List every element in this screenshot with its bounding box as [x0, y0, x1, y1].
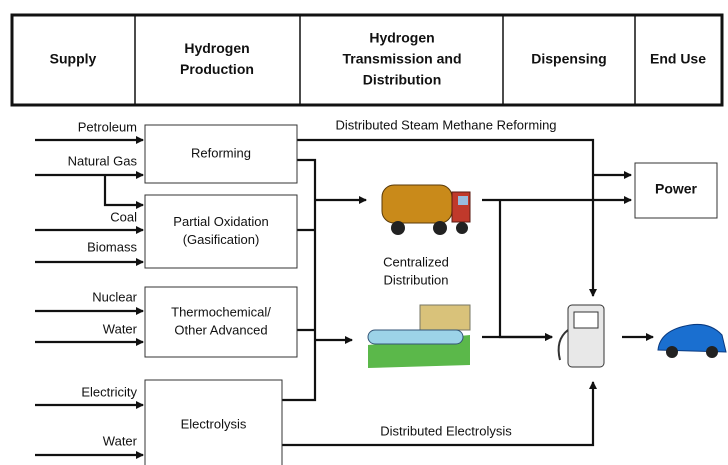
input-label: Natural Gas: [68, 153, 138, 168]
process-label: Reforming: [191, 145, 251, 160]
process-label: Thermochemical/: [171, 304, 271, 319]
route-label: Distributed Steam Methane Reforming: [335, 117, 556, 132]
input-label: Electricity: [81, 384, 137, 399]
input-label: Water: [103, 433, 138, 448]
route-label: Centralized: [383, 254, 449, 269]
header-label: Distribution: [363, 72, 442, 88]
input-label: Petroleum: [78, 119, 137, 134]
route-label: Distribution: [383, 272, 448, 287]
input-label: Water: [103, 321, 138, 336]
header-label: Transmission and: [342, 51, 461, 67]
process-label: Other Advanced: [174, 322, 267, 337]
process-label: (Gasification): [183, 232, 260, 247]
header-label: Production: [180, 61, 254, 77]
input-label: Nuclear: [92, 289, 137, 304]
header-label: End Use: [650, 51, 706, 67]
input-label: Biomass: [87, 239, 137, 254]
process-label: Electrolysis: [181, 416, 247, 431]
flow-arrow: [105, 175, 143, 205]
header-label: Hydrogen: [369, 30, 434, 46]
diagram: Supply Hydrogen Production Hydrogen Transmis…: [0, 0, 728, 465]
header-label: Dispensing: [531, 51, 606, 67]
process-label: Partial Oxidation: [173, 214, 268, 229]
input-label: Coal: [110, 209, 137, 224]
flow-arrow: [500, 200, 552, 337]
route-label: Distributed Electrolysis: [380, 423, 512, 438]
header-label: Supply: [50, 51, 97, 67]
header-label: Hydrogen: [184, 40, 249, 56]
end-use-label: Power: [655, 181, 698, 197]
